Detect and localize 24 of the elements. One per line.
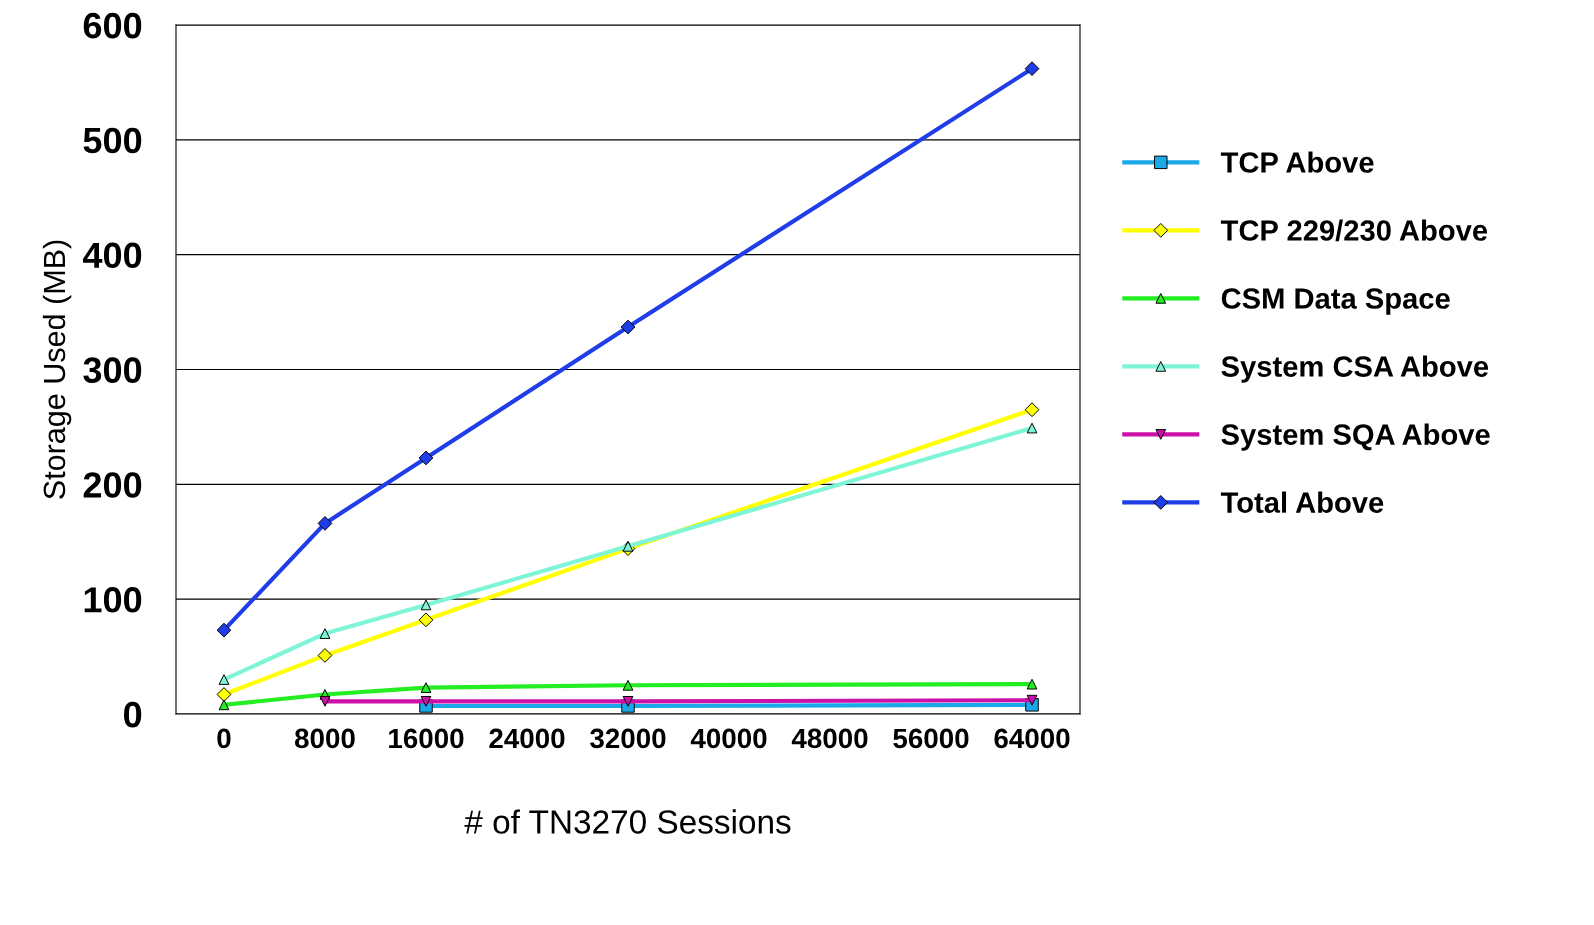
x-tick-label: 8000: [294, 728, 355, 749]
y-axis-title: Storage Used (MB): [42, 240, 72, 499]
x-tick-label: 40000: [690, 728, 767, 749]
x-axis-title: # of TN3270 Sessions: [464, 809, 791, 834]
y-tick-label: 100: [84, 587, 142, 613]
legend-label: TCP 229/230 Above: [1220, 219, 1488, 242]
legend-label: TCP Above: [1220, 151, 1374, 173]
x-tick-label: 0: [217, 728, 231, 749]
x-tick-label: 32000: [590, 728, 666, 749]
x-tick-label: 56000: [893, 728, 969, 749]
x-tick-label: 16000: [389, 728, 464, 749]
x-tick-label: 48000: [791, 728, 868, 749]
x-tick-label: 64000: [994, 728, 1070, 749]
y-tick-label: 200: [83, 472, 142, 498]
x-tick-label: 24000: [489, 728, 565, 749]
legend-label: System CSA Above: [1221, 355, 1489, 383]
legend-label: Total Above: [1220, 491, 1384, 513]
y-tick-label: 500: [83, 127, 142, 154]
y-tick-label: 300: [83, 357, 142, 383]
legend-label: CSM Data Space: [1221, 288, 1450, 315]
legend-label: System SQA Above: [1221, 423, 1490, 451]
y-tick-label: 600: [83, 12, 142, 39]
y-tick-label: 0: [124, 701, 142, 728]
y-tick-label: 400: [82, 242, 142, 269]
